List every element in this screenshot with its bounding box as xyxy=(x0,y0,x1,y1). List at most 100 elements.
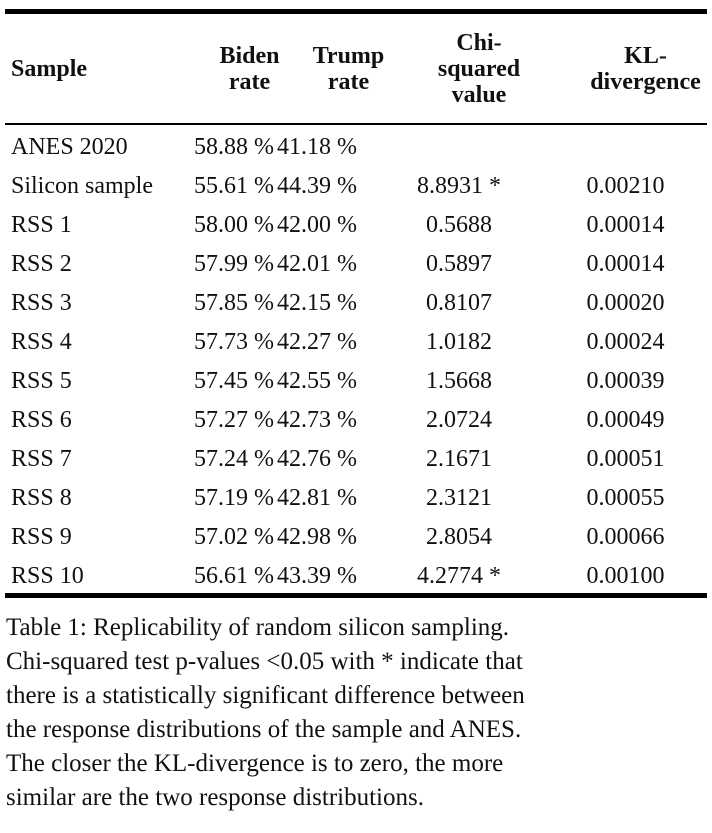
cell-sample: RSS 8 xyxy=(11,485,72,511)
header-chi-squared: Chi- squared value xyxy=(400,14,558,123)
cell-kl-divergence: 0.00014 xyxy=(586,212,665,238)
table-row: RSS 9 57.02 % 42.98 % 2.8054 0.00066 xyxy=(5,518,712,557)
cell-biden-rate: 56.61 % xyxy=(194,563,274,589)
cell-trump-rate: 42.00 % xyxy=(277,212,357,238)
table-row: RSS 1 58.00 % 42.00 % 0.5688 0.00014 xyxy=(5,206,712,245)
table-row: RSS 2 57.99 % 42.01 % 0.5897 0.00014 xyxy=(5,245,712,284)
cell-sample: RSS 3 xyxy=(11,290,72,316)
table-row: RSS 5 57.45 % 42.55 % 1.5668 0.00039 xyxy=(5,362,712,401)
header-sample-line: Sample xyxy=(11,55,88,82)
cell-chi-squared xyxy=(380,125,538,167)
cell-biden-rate: 57.73 % xyxy=(194,329,274,355)
table-top-rule xyxy=(5,9,707,14)
cell-kl-divergence: 0.00014 xyxy=(586,251,665,277)
cell-sample: RSS 7 xyxy=(11,446,72,472)
cell-sample: RSS 4 xyxy=(11,329,72,355)
cell-chi-squared: 2.8054 xyxy=(426,524,492,550)
cell-kl-divergence: 0.00100 xyxy=(586,563,665,589)
cell-biden-rate: 57.85 % xyxy=(194,290,274,316)
cell-kl-divergence: 0.00210 xyxy=(586,173,665,199)
caption-line: Table 1: Replicability of random silicon… xyxy=(6,614,510,641)
cell-biden-rate: 58.00 % xyxy=(194,212,274,238)
cell-trump-rate: 42.27 % xyxy=(277,329,357,355)
table-row: RSS 6 57.27 % 42.73 % 2.0724 0.00049 xyxy=(5,401,712,440)
cell-chi-squared: 4.2774 * xyxy=(417,563,501,589)
cell-kl-divergence: 0.00051 xyxy=(586,446,665,472)
header-biden-rate: Biden rate xyxy=(194,14,291,123)
table-row: RSS 7 57.24 % 42.76 % 2.1671 0.00051 xyxy=(5,440,712,479)
header-chi-line-1: Chi- xyxy=(456,29,502,56)
cell-chi-squared: 1.0182 xyxy=(426,329,492,355)
cell-biden-rate: 55.61 % xyxy=(194,173,274,199)
table-body: ANES 2020 58.88 % 41.18 % Silicon sample 55.… xyxy=(5,125,712,596)
table-row: RSS 10 56.61 % 43.39 % 4.2774 * 0.00100 xyxy=(5,557,712,596)
table-bottom-rule xyxy=(5,593,707,598)
header-chi-line-2: squared xyxy=(437,55,521,82)
cell-biden-rate: 57.45 % xyxy=(194,368,274,394)
cell-chi-squared: 2.1671 xyxy=(426,446,492,472)
cell-biden-rate: 57.24 % xyxy=(194,446,274,472)
cell-trump-rate: 42.73 % xyxy=(277,407,357,433)
cell-sample: RSS 9 xyxy=(11,524,72,550)
header-trump-rate: Trump rate xyxy=(291,14,400,123)
header-kl-divergence: KL- divergence xyxy=(558,14,712,123)
header-biden-line-2: rate xyxy=(228,68,271,95)
cell-trump-rate: 42.76 % xyxy=(277,446,357,472)
table-row: RSS 4 57.73 % 42.27 % 1.0182 0.00024 xyxy=(5,323,712,362)
cell-trump-rate: 42.81 % xyxy=(277,485,357,511)
cell-sample: RSS 5 xyxy=(11,368,72,394)
cell-sample: Silicon sample xyxy=(11,173,153,199)
cell-trump-rate: 42.01 % xyxy=(277,251,357,277)
cell-trump-rate: 42.55 % xyxy=(277,368,357,394)
caption-line: Chi-squared test p-values <0.05 with * i… xyxy=(6,648,523,675)
table-caption: Table 1: Replicability of random silicon… xyxy=(6,611,706,815)
cell-sample: RSS 2 xyxy=(11,251,72,277)
cell-biden-rate: 57.19 % xyxy=(194,485,274,511)
cell-kl-divergence xyxy=(538,125,712,167)
cell-chi-squared: 2.3121 xyxy=(426,485,492,511)
cell-chi-squared: 0.5688 xyxy=(426,212,492,238)
table-row: Silicon sample 55.61 % 44.39 % 8.8931 * 0.00… xyxy=(5,167,712,206)
cell-kl-divergence: 0.00066 xyxy=(586,524,665,550)
table-row: RSS 8 57.19 % 42.81 % 2.3121 0.00055 xyxy=(5,479,712,518)
header-kl-line-1: KL- xyxy=(624,42,667,69)
cell-sample: ANES 2020 xyxy=(11,134,128,160)
table-row: RSS 3 57.85 % 42.15 % 0.8107 0.00020 xyxy=(5,284,712,323)
header-biden-line-1: Biden xyxy=(219,42,280,69)
cell-biden-rate: 57.27 % xyxy=(194,407,274,433)
table-header-rule xyxy=(5,123,707,125)
cell-trump-rate: 42.15 % xyxy=(277,290,357,316)
cell-trump-rate: 44.39 % xyxy=(277,173,357,199)
cell-kl-divergence: 0.00049 xyxy=(586,407,665,433)
cell-sample: RSS 1 xyxy=(11,212,72,238)
cell-trump-rate: 43.39 % xyxy=(277,563,357,589)
cell-trump-rate: 42.98 % xyxy=(277,524,357,550)
table-header: Sample Biden rate Trump rate Chi- square… xyxy=(5,14,712,123)
results-table: ANES 2020 58.88 % 41.18 % Silicon sample 55.… xyxy=(5,125,712,596)
header-trump-line-2: rate xyxy=(327,68,370,95)
header-chi-line-3: value xyxy=(451,81,507,108)
header-kl-line-2: divergence xyxy=(590,68,701,95)
cell-biden-rate: 58.88 % xyxy=(194,134,274,160)
cell-kl-divergence: 0.00039 xyxy=(586,368,665,394)
cell-chi-squared: 0.5897 xyxy=(426,251,492,277)
header-sample: Sample xyxy=(5,14,194,123)
cell-biden-rate: 57.99 % xyxy=(194,251,274,277)
cell-chi-squared: 8.8931 * xyxy=(417,173,501,199)
cell-sample: RSS 10 xyxy=(11,563,84,589)
caption-line: similar are the two response distributio… xyxy=(6,784,424,811)
table-row: ANES 2020 58.88 % 41.18 % xyxy=(5,125,712,167)
cell-kl-divergence: 0.00024 xyxy=(586,329,665,355)
caption-line: The closer the KL-divergence is to zero,… xyxy=(6,750,504,777)
cell-chi-squared: 2.0724 xyxy=(426,407,492,433)
header-row: Sample Biden rate Trump rate Chi- square… xyxy=(5,14,712,123)
cell-kl-divergence: 0.00020 xyxy=(586,290,665,316)
cell-trump-rate: 41.18 % xyxy=(277,134,357,160)
cell-chi-squared: 0.8107 xyxy=(426,290,492,316)
cell-chi-squared: 1.5668 xyxy=(426,368,492,394)
header-trump-line-1: Trump xyxy=(312,42,385,69)
cell-sample: RSS 6 xyxy=(11,407,72,433)
caption-line: there is a statistically significant dif… xyxy=(6,682,525,709)
cell-kl-divergence: 0.00055 xyxy=(586,485,665,511)
